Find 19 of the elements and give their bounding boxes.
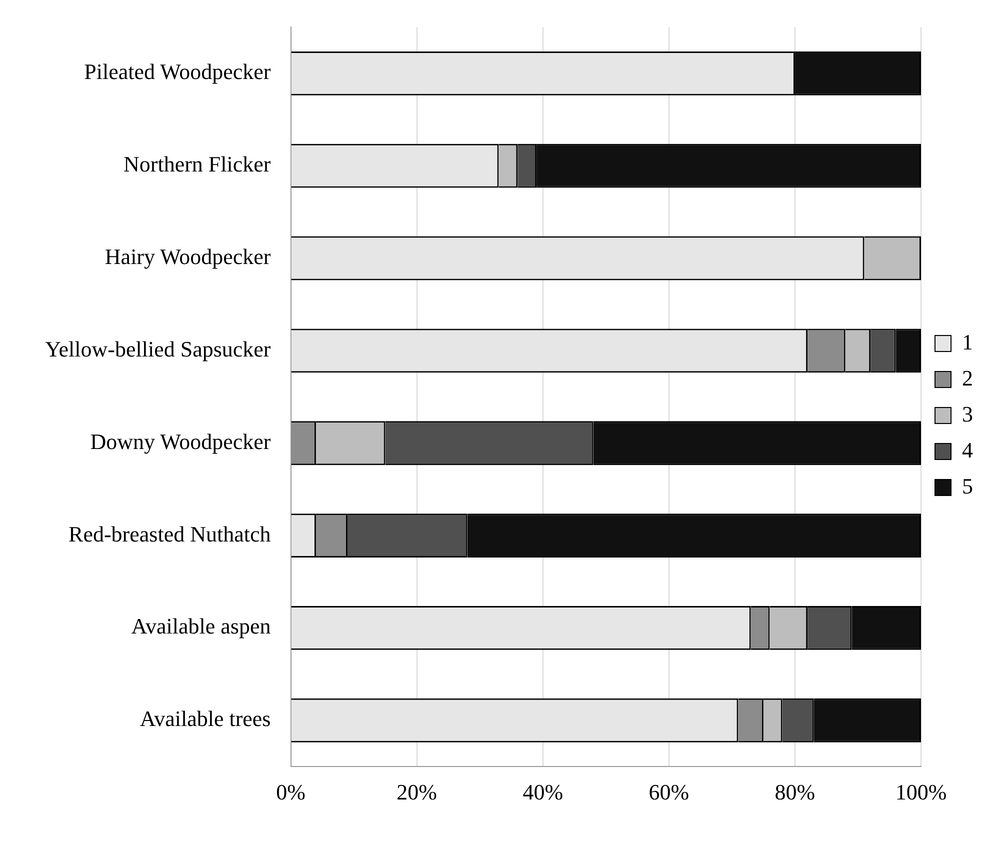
- legend-label: 4: [962, 437, 973, 462]
- y-tick-label: Red-breasted Nuthatch: [68, 521, 271, 546]
- legend-label: 2: [962, 365, 973, 390]
- x-tick-label: 20%: [396, 780, 437, 805]
- x-tick-label: 0%: [276, 780, 306, 805]
- x-tick-label: 60%: [648, 780, 690, 805]
- y-tick-label: Available aspen: [131, 614, 271, 639]
- y-tick-label: Available trees: [140, 706, 271, 732]
- y-tick-label: Yellow-bellied Sapsucker: [45, 336, 272, 362]
- y-tick-label: Northern Flicker: [124, 152, 272, 177]
- y-tick-label: Pileated Woodpecker: [84, 59, 272, 84]
- x-tick-label: 40%: [522, 780, 564, 805]
- legend-label: 1: [962, 329, 973, 354]
- legend-label: 5: [962, 473, 973, 498]
- y-tick-label: Downy Woodpecker: [90, 428, 272, 454]
- legend-label: 3: [962, 401, 973, 426]
- x-tick-label: 100%: [895, 780, 947, 805]
- x-tick-label: 80%: [774, 780, 816, 805]
- y-tick-label: Hairy Woodpecker: [104, 244, 272, 270]
